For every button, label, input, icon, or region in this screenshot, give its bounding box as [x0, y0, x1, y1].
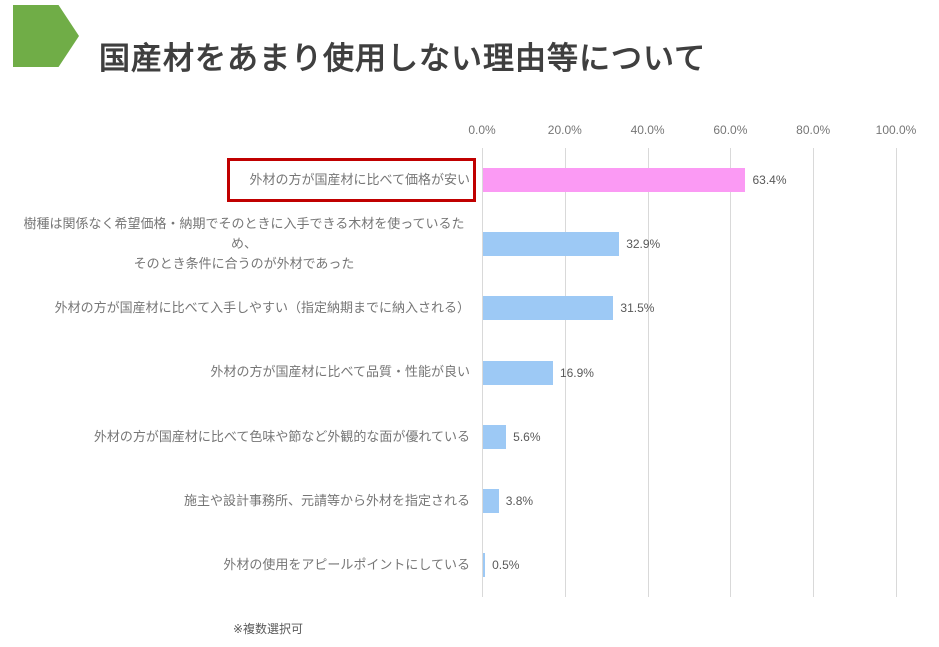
x-axis-tick-label: 100.0% [875, 123, 917, 137]
data-bar [483, 488, 499, 513]
category-label: 外材の方が国産材に比べて品質・性能が良い [18, 340, 470, 404]
data-bar [483, 168, 746, 193]
gridline [813, 148, 815, 597]
data-bar [483, 360, 553, 385]
data-bar [483, 424, 507, 449]
category-label: 外材の方が国産材に比べて入手しやすい（指定納期までに納入される） [18, 276, 470, 340]
value-label: 16.9% [559, 365, 594, 380]
gridline [730, 148, 732, 597]
gridline [647, 148, 649, 597]
highlight-box [227, 158, 476, 202]
x-axis-tick-label: 20.0% [547, 123, 582, 137]
category-label-text: 外材の方が国産材に比べて色味や節など外観的な面が優れている [93, 428, 470, 444]
data-bar [483, 232, 620, 257]
data-bar [483, 296, 614, 321]
value-label: 3.8% [505, 493, 534, 508]
footnote: ※複数選択可 [233, 622, 304, 636]
gridline [564, 148, 566, 597]
x-axis-tick-label: 80.0% [796, 123, 831, 137]
category-label: 外材の使用をアピールポイントにしている [18, 533, 470, 597]
category-label-text: 外材の使用をアピールポイントにしている [223, 556, 470, 572]
value-label: 32.9% [626, 237, 661, 252]
category-label-text: 外材の方が国産材に比べて価格が安い [249, 172, 470, 187]
page-title: 国産材をあまり使用しない理由等について [99, 40, 707, 76]
value-label: 5.6% [513, 429, 541, 444]
value-label: 0.5% [492, 557, 520, 572]
category-label: 樹種は関係なく希望価格・納期でそのときに入手できる木材を使っているため、 そのと… [18, 212, 470, 276]
category-label-text: 樹種は関係なく希望価格・納期でそのときに入手できる木材を使っているため、 そのと… [23, 216, 465, 272]
category-label: 外材の方が国産材に比べて色味や節など外観的な面が優れている [18, 405, 470, 469]
x-axis-tick-label: 0.0% [468, 123, 496, 137]
x-axis-tick-label: 60.0% [713, 123, 748, 137]
gridline [482, 148, 483, 597]
value-label: 31.5% [620, 301, 655, 316]
category-label-text: 外材の方が国産材に比べて入手しやすい（指定納期までに納入される） [54, 300, 470, 316]
category-label-text: 外材の方が国産材に比べて品質・性能が良い [210, 364, 470, 380]
x-axis-tick-label: 40.0% [630, 123, 665, 137]
data-bar [483, 552, 486, 577]
arrow-pentagon-icon [13, 5, 79, 67]
value-label: 63.4% [752, 173, 787, 188]
gridline [896, 148, 897, 597]
category-label-text: 施主や設計事務所、元請等から外材を指定される [183, 492, 470, 508]
category-label: 施主や設計事務所、元請等から外材を指定される [18, 469, 470, 533]
category-label: 外材の方が国産材に比べて価格が安い [18, 148, 470, 212]
